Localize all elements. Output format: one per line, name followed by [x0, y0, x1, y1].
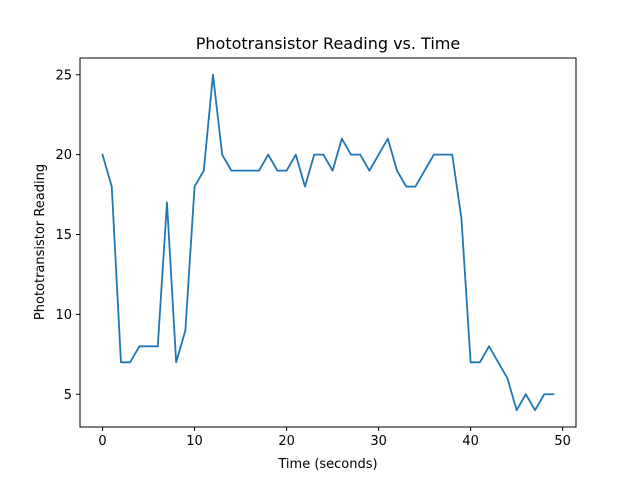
plot-area-frame	[79, 57, 577, 428]
x-axis-ticks: 0 10 20 30 40 50	[98, 427, 571, 449]
x-axis-label: Time (seconds)	[277, 457, 377, 472]
x-tick-label: 20	[278, 434, 295, 449]
chart-title: Phototransistor Reading vs. Time	[196, 34, 460, 53]
y-tick-label: 25	[55, 68, 72, 83]
y-tick-label: 5	[64, 388, 72, 403]
y-tick-label: 20	[55, 148, 72, 163]
x-tick-label: 30	[370, 434, 387, 449]
x-tick-label: 40	[462, 434, 479, 449]
x-tick-label: 50	[554, 434, 571, 449]
y-tick-label: 10	[55, 308, 72, 323]
x-tick-label: 0	[98, 434, 106, 449]
x-tick-label: 10	[186, 434, 203, 449]
y-axis-ticks: 5 10 15 20 25	[55, 68, 80, 403]
y-tick-label: 15	[55, 228, 72, 243]
y-axis-label: Phototransistor Reading	[33, 164, 48, 320]
series-line	[101, 73, 555, 412]
series-layer	[101, 73, 555, 412]
